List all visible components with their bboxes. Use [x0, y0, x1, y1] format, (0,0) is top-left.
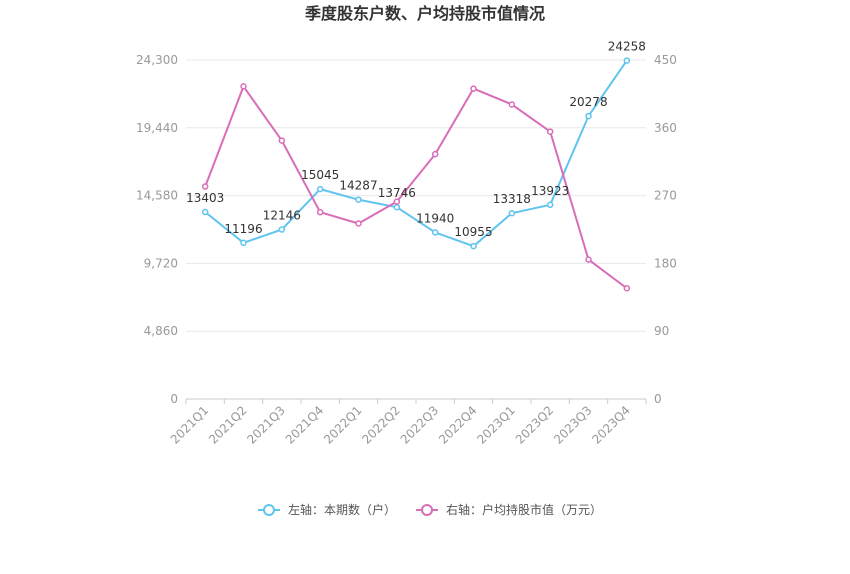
data-point-right[interactable] — [393, 198, 401, 205]
right-axis-tick-label: 90 — [654, 324, 669, 338]
data-point-right[interactable] — [240, 83, 247, 90]
x-axis-tick-label: 2023Q1 — [474, 403, 518, 447]
data-point-left[interactable] — [585, 112, 592, 120]
x-axis-tick-label: 2023Q2 — [513, 403, 557, 447]
data-label: 10955 — [454, 225, 492, 239]
data-point-left[interactable] — [508, 209, 516, 217]
data-point-left[interactable] — [393, 203, 401, 211]
data-label: 13318 — [493, 192, 531, 206]
data-point-right[interactable] — [623, 285, 631, 292]
data-point-right[interactable] — [316, 208, 324, 216]
legend-marker-icon — [421, 504, 434, 516]
axes: 0 0 4,860 90 9,720 180 14,580 270 19,440 360 24,30… — [136, 53, 677, 447]
data-label: 11940 — [416, 211, 454, 225]
data-point-right[interactable] — [470, 85, 477, 92]
data-label: 14287 — [339, 179, 377, 193]
data-point-left[interactable] — [240, 239, 247, 247]
left-axis-tick-label: 14,580 — [136, 189, 178, 203]
x-axis-tick-label: 2023Q3 — [551, 403, 595, 447]
grid-lines — [186, 59, 646, 332]
legend[interactable]: 左轴：本期数（户） 右轴：户均持股市值（万元） — [258, 502, 602, 517]
right-axis-tick-label: 0 — [654, 392, 662, 406]
x-axis-tick-label: 2022Q4 — [436, 403, 480, 447]
data-point-right[interactable] — [508, 101, 516, 108]
series-line-left — [204, 60, 628, 248]
data-point-left[interactable] — [316, 185, 324, 193]
x-axis-tick-label: 2022Q2 — [359, 403, 403, 447]
data-label: 15045 — [301, 168, 339, 182]
right-axis-tick-label: 180 — [654, 256, 677, 270]
data-point-right[interactable] — [355, 220, 362, 227]
data-label: 13746 — [378, 186, 416, 200]
legend-label: 右轴：户均持股市值（万元） — [446, 502, 602, 517]
data-point-left[interactable] — [470, 242, 477, 250]
data-point-right[interactable] — [201, 183, 209, 190]
right-axis-tick-label: 450 — [654, 53, 677, 67]
x-axis-tick-label: 2022Q1 — [321, 403, 365, 447]
data-label: 12146 — [263, 209, 301, 223]
data-point-left[interactable] — [355, 196, 362, 203]
x-axis-tick-label: 2022Q3 — [398, 403, 442, 447]
data-point-left[interactable] — [546, 201, 554, 209]
series-line-right — [204, 85, 628, 290]
x-axis-tick-label: 2023Q4 — [589, 403, 633, 447]
x-axis-tick-label: 2021Q4 — [283, 403, 327, 447]
right-axis-tick-label: 270 — [654, 189, 677, 203]
left-axis-tick-label: 9,720 — [144, 256, 178, 270]
data-label: 20278 — [569, 95, 607, 109]
data-point-right[interactable] — [278, 137, 286, 144]
legend-label: 左轴：本期数（户） — [288, 502, 396, 517]
series-layer — [201, 57, 631, 292]
data-point-right[interactable] — [546, 128, 554, 135]
data-point-left[interactable] — [431, 229, 439, 236]
legend-marker-icon — [263, 504, 275, 516]
data-label: 13923 — [531, 184, 569, 198]
data-label: 24258 — [608, 40, 646, 54]
left-axis-tick-label: 0 — [170, 392, 178, 406]
right-axis-tick-label: 360 — [654, 121, 677, 135]
x-axis-tick-label: 2021Q1 — [168, 403, 212, 447]
chart-title: 季度股东户数、户均持股市值情况 — [304, 4, 545, 23]
data-point-left[interactable] — [201, 208, 209, 216]
data-point-right[interactable] — [585, 256, 592, 263]
data-label: 13403 — [186, 191, 224, 205]
x-axis-tick-label: 2021Q2 — [206, 403, 250, 447]
legend-item-left[interactable]: 左轴：本期数（户） — [258, 502, 396, 517]
left-axis-tick-label: 24,300 — [136, 53, 178, 67]
left-axis-tick-label: 4,860 — [144, 324, 178, 338]
data-label: 11196 — [224, 222, 262, 236]
data-point-left[interactable] — [623, 57, 631, 64]
data-point-right[interactable] — [431, 150, 439, 158]
x-axis-tick-label: 2021Q3 — [244, 403, 288, 447]
legend-item-right[interactable]: 右轴：户均持股市值（万元） — [416, 502, 602, 517]
left-axis-tick-label: 19,440 — [136, 121, 178, 135]
data-point-left[interactable] — [278, 226, 286, 233]
